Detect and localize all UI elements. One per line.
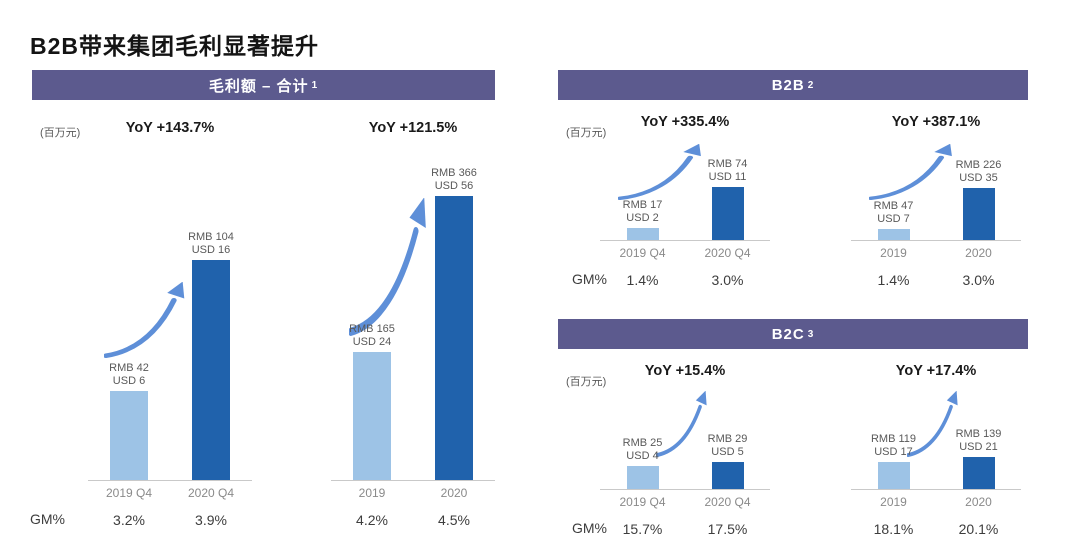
bar-value-label: RMB 226 USD 35 [955,159,1002,184]
bar-slot: RMB 366 USD 56 [413,150,495,480]
chart-group-year: YoY +17.4% RMB 119 USD 17 [851,363,1021,537]
gm-values: 15.7% 17.5% [622,521,748,537]
bar-slot: RMB 226 USD 35 [936,142,1021,240]
bar-value-label: RMB 17 USD 2 [622,199,663,224]
chart-group-quarter: YoY +143.7% RMB 42 USD 6 [88,120,252,528]
chart-group-year: YoY +387.1% RMB 47 USD 7 [851,114,1021,288]
panel-b2b: B2B 2 (百万元) YoY +335.4% RMB 17 [558,70,1028,288]
bar-2019 [353,352,391,480]
bar-2019 [877,229,910,240]
bar-2020q4 [711,462,744,489]
panel-header-b2b: B2B 2 [558,70,1028,100]
bar-chart: RMB 47 USD 7 RMB 226 USD 35 [851,142,1021,241]
bar-value-label: RMB 139 USD 21 [955,428,1002,453]
bar-slot: RMB 25 USD 4 [600,391,685,489]
panel-header-total-label: 毛利额 – 合计 [208,77,309,95]
chart-group-year: YoY +121.5% RMB 165 USD 24 [331,120,495,528]
gm-values: 1.4% 3.0% [626,272,744,288]
yoy-label: YoY +121.5% [368,120,458,136]
bar-value-label: RMB 29 USD 5 [707,433,748,458]
bar-2020q4 [711,187,744,240]
bar-value-label: RMB 74 USD 11 [707,158,748,183]
bar-value-label: RMB 42 USD 6 [109,362,149,387]
gm-row-label: GM% [572,271,607,287]
bar-chart: RMB 119 USD 17 RMB 139 USD 21 [851,391,1021,490]
panel-header-b2c: B2C 3 [558,319,1028,349]
panel-body: (百万元) YoY +335.4% RMB 17 USD 2 [558,100,1028,288]
footnote-marker: 3 [807,328,815,340]
bar-slot: RMB 119 USD 17 [851,391,936,489]
bar-slot: RMB 17 USD 2 [600,142,685,240]
yoy-label: YoY +335.4% [640,114,730,130]
chart-group-quarter: YoY +15.4% RMB 25 USD 4 [600,363,770,537]
bar-2019q4 [626,228,659,240]
gm-values: 1.4% 3.0% [877,272,995,288]
yoy-label: YoY +143.7% [125,120,215,136]
bar-slot: RMB 74 USD 11 [685,142,770,240]
bar-value-label: RMB 366 USD 56 [431,167,477,192]
footnote-marker: 2 [807,79,815,91]
bar-slot: RMB 139 USD 21 [936,391,1021,489]
gm-values: 4.2% 4.5% [356,512,470,528]
bar-value-label: RMB 119 USD 17 [870,433,917,458]
bar-2020 [962,188,995,240]
bar-2020 [435,196,473,480]
x-axis-labels: 2019 2020 [880,495,992,509]
gm-row-label: GM% [572,520,607,536]
yoy-label: YoY +15.4% [644,363,726,379]
x-axis-labels: 2019 2020 [880,246,992,260]
bar-2020q4 [192,260,230,480]
bar-2019 [877,462,910,489]
bar-2019q4 [110,391,148,480]
bar-value-label: RMB 25 USD 4 [622,437,663,462]
gm-values: 3.2% 3.9% [113,512,227,528]
panel-b2c: B2C 3 (百万元) YoY +15.4% RMB 25 [558,319,1028,537]
yoy-label: YoY +387.1% [891,114,981,130]
yoy-label: YoY +17.4% [895,363,977,379]
bar-slot: RMB 104 USD 16 [170,150,252,480]
bar-chart: RMB 42 USD 6 RMB 104 USD 16 [88,150,252,481]
bar-2020 [962,457,995,489]
x-axis-labels: 2019 Q4 2020 Q4 [619,495,751,509]
panel-header-b2c-label: B2C [771,325,805,343]
panel-gross-profit-total: 毛利额 – 合计 1 (百万元) YoY +143.7% RMB 42 [30,70,495,528]
chart-groups: YoY +335.4% RMB 17 USD 2 [600,114,1028,288]
footnote-marker: 1 [311,79,319,91]
panel-header-b2b-label: B2B [771,76,805,94]
page-title: B2B带来集团毛利显著提升 [30,33,320,60]
bar-value-label: RMB 47 USD 7 [873,200,914,225]
chart-groups: YoY +143.7% RMB 42 USD 6 [88,120,495,528]
bar-chart: RMB 25 USD 4 RMB 29 USD 5 [600,391,770,490]
bar-2019q4 [626,466,659,489]
bar-value-label: RMB 104 USD 16 [188,231,234,256]
bar-chart: RMB 17 USD 2 RMB 74 USD 11 [600,142,770,241]
unit-label: (百万元) [566,127,607,139]
unit-label: (百万元) [40,127,81,139]
bar-slot: RMB 29 USD 5 [685,391,770,489]
bar-chart: RMB 165 USD 24 RMB 366 USD 56 [331,150,495,481]
gm-row-label: GM% [30,511,65,527]
x-axis-labels: 2019 2020 [358,486,468,500]
bar-slot: RMB 47 USD 7 [851,142,936,240]
bar-value-label: RMB 165 USD 24 [349,323,395,348]
unit-label: (百万元) [566,376,607,388]
gm-values: 18.1% 20.1% [873,521,999,537]
panel-body: (百万元) YoY +15.4% RMB 25 USD 4 [558,349,1028,537]
bar-slot: RMB 165 USD 24 [331,150,413,480]
x-axis-labels: 2019 Q4 2020 Q4 [105,486,235,500]
panel-header-total: 毛利额 – 合计 1 [32,70,495,100]
chart-group-quarter: YoY +335.4% RMB 17 USD 2 [600,114,770,288]
panel-body: (百万元) YoY +143.7% RMB 42 USD 6 [30,100,495,528]
chart-groups: YoY +15.4% RMB 25 USD 4 [600,363,1028,537]
bar-slot: RMB 42 USD 6 [88,150,170,480]
x-axis-labels: 2019 Q4 2020 Q4 [619,246,751,260]
